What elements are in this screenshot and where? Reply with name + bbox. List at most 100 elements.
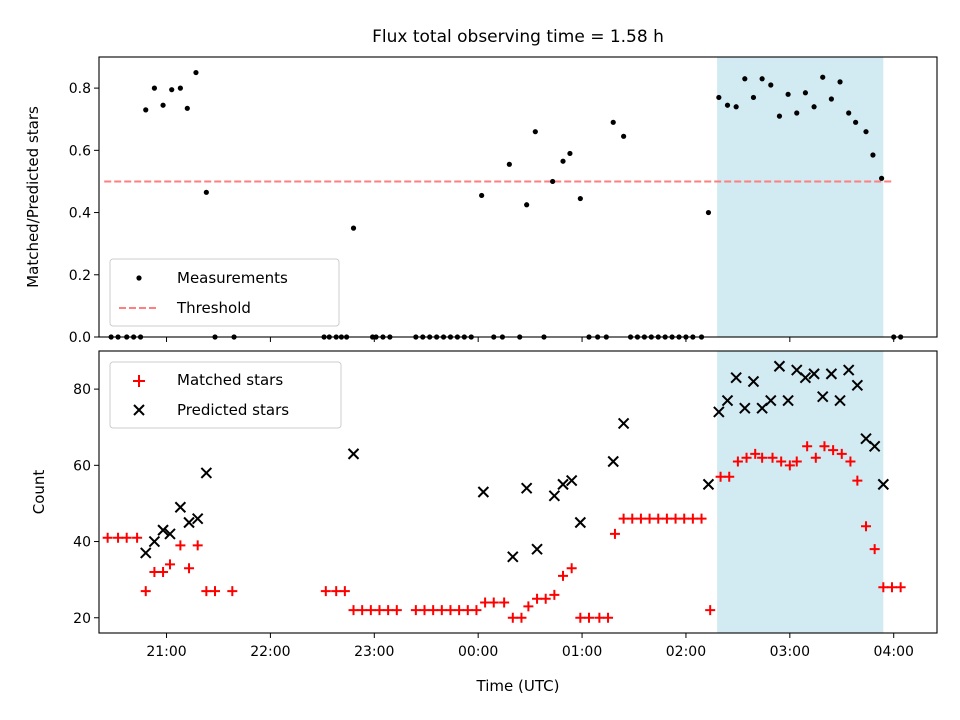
measurement-point: [724, 102, 731, 108]
predicted-stars-point: [164, 528, 176, 540]
matched-stars-point: [365, 605, 376, 616]
top-legend-box: [109, 258, 340, 327]
predicted-stars-point: [721, 394, 734, 407]
matched-stars-point: [454, 605, 465, 616]
measurement-point: [506, 161, 512, 167]
predicted-stars-point: [574, 516, 587, 529]
legend-matched-marker: [133, 375, 145, 387]
matched-stars-point: [192, 540, 203, 551]
measurement-point: [785, 91, 791, 97]
measurement-point: [759, 76, 765, 82]
matched-stars-point: [845, 456, 856, 467]
bottom-legend-box: [109, 361, 342, 429]
matched-stars-point: [670, 513, 681, 524]
predicted-stars-point: [702, 478, 715, 491]
predicted-stars-point: [200, 467, 213, 479]
y-tick-label: 40: [73, 535, 91, 551]
matched-stars-point: [516, 612, 527, 623]
matched-stars-point: [140, 586, 151, 597]
measurement-point: [203, 189, 209, 195]
predicted-stars-point: [773, 360, 786, 372]
matched-stars-point: [383, 605, 394, 616]
predicted-stars-point: [148, 535, 161, 548]
matched-stars-point: [810, 452, 821, 463]
predicted-stars-point: [477, 486, 490, 498]
matched-stars-point: [121, 532, 132, 543]
x-tick-label: 04:00: [874, 644, 914, 660]
bottom-y-ticks: 20 40 60 80: [73, 382, 99, 627]
x-tick-label: 21:00: [146, 644, 186, 660]
predicted-stars-point: [157, 524, 169, 536]
matched-stars-point: [149, 567, 160, 578]
predicted-stars-point: [347, 448, 360, 460]
matched-stars-point: [895, 582, 906, 593]
measurement-point: [768, 82, 774, 88]
matched-stars-point: [102, 532, 113, 543]
legend-matched-label: Matched stars: [177, 371, 283, 389]
top-marks: [104, 69, 904, 340]
top-plot-frame: [98, 56, 938, 338]
matched-stars-point: [767, 452, 778, 463]
x-tick-label: 03:00: [770, 644, 810, 660]
measurement-point: [705, 209, 712, 216]
matched-stars-point: [164, 559, 175, 570]
x-tick-label: 00:00: [458, 644, 498, 660]
matched-stars-point: [158, 567, 169, 578]
matched-stars-point: [374, 605, 385, 616]
matched-stars-point: [436, 605, 447, 616]
measurement-point: [716, 94, 722, 101]
predicted-stars-point: [174, 501, 187, 513]
measurement-point: [350, 225, 357, 231]
measurement-point: [160, 102, 166, 108]
top-y-axis-label: Matched/Predicted stars: [24, 106, 42, 288]
matched-stars-point: [750, 448, 761, 459]
matched-stars-point: [532, 593, 543, 604]
matched-stars-point: [132, 532, 143, 543]
matched-stars-point: [741, 452, 752, 463]
measurement-point: [742, 76, 748, 82]
matched-stars-point: [113, 532, 124, 543]
predicted-stars-point: [140, 547, 152, 559]
matched-stars-point: [644, 513, 655, 524]
matched-stars-point: [715, 471, 726, 482]
predicted-stars-point: [607, 455, 619, 468]
predicted-stars-point: [191, 512, 204, 525]
matched-stars-point: [819, 441, 830, 452]
bottom-highlight-span: [717, 351, 884, 633]
matched-stars-point: [836, 448, 847, 459]
predicted-stars-point: [507, 551, 519, 563]
x-tick-label: 02:00: [666, 644, 706, 660]
predicted-stars-point: [565, 474, 578, 487]
measurement-point: [532, 129, 538, 135]
predicted-stars-point: [730, 371, 742, 384]
matched-stars-point: [869, 544, 880, 555]
legend-measurements-label: Measurements: [177, 269, 288, 287]
matched-stars-point: [339, 586, 350, 597]
matched-stars-point: [852, 475, 863, 486]
top-panel: 0.00.20.40.60.8 Matched/Predicted stars …: [24, 56, 938, 346]
y-tick-label: 20: [73, 611, 91, 627]
matched-stars-point: [594, 612, 605, 623]
matched-stars-point: [861, 521, 872, 532]
measurement-point: [776, 113, 783, 119]
measurement-point: [560, 158, 566, 164]
predicted-stars-point: [747, 375, 760, 388]
predicted-stars-point: [557, 478, 569, 491]
matched-stars-point: [776, 456, 787, 467]
measurement-point: [846, 110, 852, 116]
x-axis-label: Time (UTC): [476, 677, 560, 695]
matched-stars-point: [618, 513, 629, 524]
matched-stars-point: [320, 586, 331, 597]
predicted-stars-point: [739, 402, 751, 414]
bottom-panel: 20 40 60 80 21:00 22:00 23:00 00:00 01:00 02:00 0…: [30, 350, 938, 695]
x-tick-label: 22:00: [250, 644, 290, 660]
measurement-point: [828, 96, 834, 102]
predicted-stars-point: [183, 516, 195, 529]
matched-stars-point: [410, 605, 421, 616]
predicted-stars-point: [868, 440, 881, 452]
matched-stars-point: [679, 513, 690, 524]
matched-stars-point: [480, 597, 491, 608]
matched-stars-point: [653, 513, 664, 524]
predicted-stars-point: [799, 371, 812, 384]
